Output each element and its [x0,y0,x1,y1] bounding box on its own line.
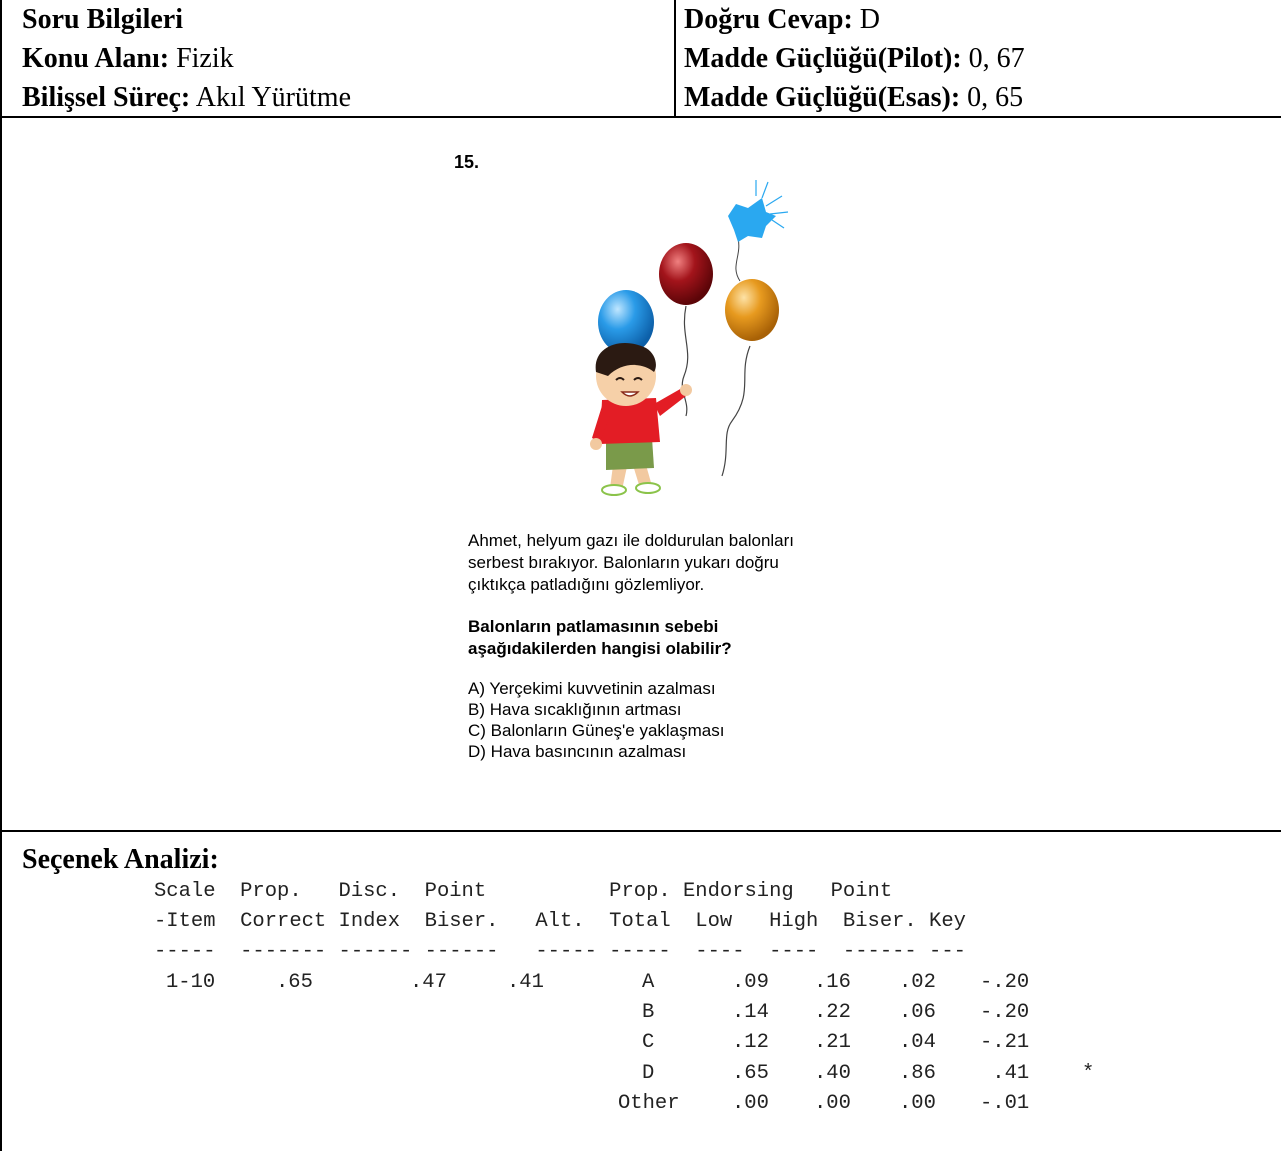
option-analysis-section: Seçenek Analizi: Scale Prop. Disc. Point… [0,832,1281,1151]
burst-balloon-string [735,237,741,282]
pilot-difficulty-row: Madde Güçlüğü(Pilot): 0, 67 [684,43,1025,74]
red-balloon-string [681,305,689,417]
process-row: Bilişsel Süreç: Akıl Yürütme [22,82,351,113]
info-title: Soru Bilgileri [22,4,183,35]
boy-with-balloons-illustration [590,180,789,496]
boy-icon [590,342,692,496]
info-left-cell: Soru Bilgileri Konu Alanı: Fizik Bilişse… [0,0,676,116]
item-disc-index: .47 [410,971,447,994]
info-right-cell: Doğru Cevap: D Madde Güçlüğü(Pilot): 0, … [676,0,1281,116]
option-c: C) Balonların Güneş'e yaklaşması [468,721,725,740]
option-d: D) Hava basıncının azalması [468,742,687,761]
question-number: 15. [454,152,480,172]
question-text-line: serbest bırakıyor. Balonların yukarı doğ… [468,553,779,572]
option-b: B) Hava sıcaklığının artması [468,700,682,719]
answer-row: Doğru Cevap: D [684,4,880,35]
question-text-line: çıktıkça patladığını gözlemliyor. [468,575,705,594]
info-table: Soru Bilgileri Konu Alanı: Fizik Bilişse… [0,0,1281,118]
orange-balloon-string [721,345,751,477]
analysis-header-line-1: Scale Prop. Disc. Point Prop. Endorsing … [154,880,893,903]
orange-balloon-icon [725,279,779,341]
question-area: 15. [0,116,1281,832]
analysis-header-line-3: ----- ------- ------ ------ ----- ----- … [154,940,966,963]
analysis-title: Seçenek Analizi: [22,844,219,875]
question-stem: Balonların patlamasının sebebi aşağıdaki… [468,617,732,658]
question-text-line: Ahmet, helyum gazı ile doldurulan balonl… [468,531,795,550]
item-scale: 1-10 [166,971,216,994]
main-difficulty-row: Madde Güçlüğü(Esas): 0, 65 [684,82,1024,113]
subject-row: Konu Alanı: Fizik [22,43,234,74]
blue-balloon-icon [598,290,654,354]
item-point-biser: .41 [507,971,544,994]
option-a: A) Yerçekimi kuvvetinin azalması [468,679,716,698]
red-balloon-icon [659,243,713,305]
answer-options: A) Yerçekimi kuvvetinin azalması B) Hava… [468,678,888,762]
item-prop-correct: .65 [276,971,313,994]
burst-balloon-icon [728,180,789,242]
analysis-header-line-2: -Item Correct Index Biser. Alt. Total Lo… [154,910,966,933]
question-text-block: Ahmet, helyum gazı ile doldurulan balonl… [468,530,888,762]
answer-key-marker: * [1082,1062,1095,1085]
